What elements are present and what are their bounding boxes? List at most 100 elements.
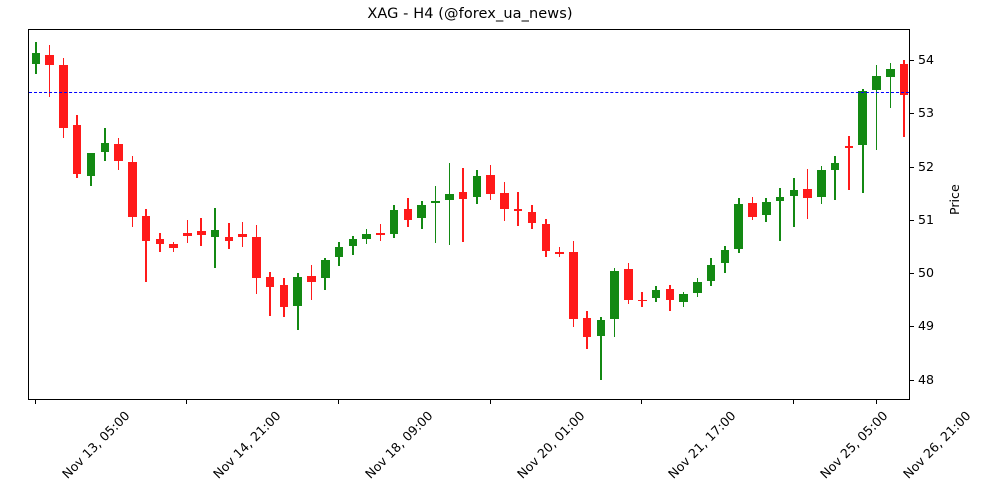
candle-body-bearish[interactable] [265,277,275,287]
y-axis-tick-mark [910,113,914,115]
plot-area[interactable] [28,29,910,400]
candle-wick [145,209,147,283]
candle-body-bullish[interactable] [693,281,702,294]
candle-wick [228,223,230,249]
candle-body-bullish[interactable] [858,90,868,146]
candle-body-bullish[interactable] [610,270,619,319]
candle-body-bullish[interactable] [31,52,41,64]
y-axis-tick-mark [910,326,914,328]
candle-body-bullish[interactable] [445,194,454,200]
candle-body-bullish[interactable] [362,234,371,239]
candle-wick [889,63,892,108]
candle-body-bullish[interactable] [872,75,881,90]
candle-body-bullish[interactable] [706,264,716,281]
y-axis-tick-mark [910,219,914,221]
candle-body-bearish[interactable] [458,191,468,200]
x-axis-tick-mark [34,400,36,404]
candle-body-bearish[interactable] [899,63,909,96]
candle-wick [517,191,520,227]
candle-body-bearish[interactable] [748,202,757,217]
candle-body-bearish[interactable] [59,65,68,128]
candle-wick [848,135,850,190]
candle-body-bearish[interactable] [582,317,592,338]
candle-body-bearish[interactable] [569,251,578,320]
candle-body-bullish[interactable] [734,203,743,250]
candle-body-bullish[interactable] [596,319,606,336]
candle-body-bearish[interactable] [486,174,495,195]
candle-body-bullish[interactable] [720,250,730,264]
candle-body-bearish[interactable] [155,238,165,245]
candle-body-bearish[interactable] [844,146,854,148]
candle-wick [793,178,795,228]
x-axis-tick-mark [186,400,188,404]
candle-body-bearish[interactable] [252,236,261,279]
candle-body-bullish[interactable] [789,189,799,197]
x-axis-tick-label: Nov 26, 21:00 [899,408,974,482]
x-axis-tick-label: Nov 25, 05:00 [816,408,891,482]
candle-body-bullish[interactable] [431,200,440,203]
x-axis-tick-label: Nov 21, 17:00 [665,408,739,482]
candle-wick [834,155,836,200]
candle-body-bearish[interactable] [403,209,413,220]
candle-body-bullish[interactable] [210,230,220,237]
candle-body-bullish[interactable] [762,201,771,216]
candle-body-bearish[interactable] [238,233,247,237]
candle-body-bearish[interactable] [541,224,551,251]
candle-body-bullish[interactable] [348,239,358,247]
candle-body-bearish[interactable] [183,232,192,236]
candle-body-bearish[interactable] [114,144,123,162]
y-axis-tick-label: 51 [918,211,935,227]
candle-body-bullish[interactable] [830,163,840,171]
candle-wick [600,316,602,380]
candle-body-bearish[interactable] [513,209,523,212]
y-axis-tick-mark [910,379,914,381]
candle-body-bullish[interactable] [472,176,482,198]
y-axis-tick-mark [910,59,914,61]
x-axis-tick-mark [792,400,794,404]
candle-wick [48,44,51,98]
y-axis-tick-mark [910,273,914,275]
candle-body-bullish[interactable] [321,260,330,279]
candle-body-bullish[interactable] [389,210,399,234]
x-axis-tick-label: Nov 18, 09:00 [362,408,436,482]
candle-body-bullish[interactable] [886,69,895,77]
chart-title: XAG - H4 (@forex_ua_news) [367,6,573,22]
candle-body-bearish[interactable] [196,231,206,235]
candle-body-bullish[interactable] [334,247,344,258]
candle-body-bearish[interactable] [803,188,812,199]
candle-wick [186,219,189,244]
candle-body-bearish[interactable] [555,251,564,254]
candle-body-bearish[interactable] [72,124,82,175]
y-axis-label: Price [947,184,962,215]
candle-body-bullish[interactable] [817,169,826,198]
candle-body-bearish[interactable] [128,162,137,217]
x-axis-tick-mark [338,400,340,404]
candle-body-bearish[interactable] [624,268,633,300]
candle-wick [379,224,382,242]
candle-body-bearish[interactable] [527,212,537,223]
candle-body-bearish[interactable] [500,193,509,210]
candle-body-bearish[interactable] [169,244,178,248]
candle-body-bearish[interactable] [279,284,289,308]
candle-body-bearish[interactable] [141,215,151,242]
x-axis-tick-label: Nov 13, 05:00 [58,408,133,482]
candle-body-bearish[interactable] [665,289,675,300]
candle-body-bullish[interactable] [679,294,688,302]
candle-body-bearish[interactable] [376,232,385,236]
candle-wick [462,167,464,243]
candle-wick [434,185,437,244]
candle-body-bullish[interactable] [651,290,661,298]
x-axis-tick-mark [875,400,877,404]
candle-body-bearish[interactable] [224,236,234,242]
candle-body-bullish[interactable] [100,143,110,152]
candle-body-bearish[interactable] [637,299,647,302]
x-axis-tick-mark [641,400,643,404]
candle-body-bullish[interactable] [417,204,427,219]
candle-body-bearish[interactable] [307,276,316,283]
candle-body-bullish[interactable] [775,197,785,201]
candle-body-bullish[interactable] [293,277,302,307]
y-axis-tick-label: 50 [918,265,935,281]
candle-body-bearish[interactable] [45,54,54,66]
candle-body-bullish[interactable] [86,152,96,177]
